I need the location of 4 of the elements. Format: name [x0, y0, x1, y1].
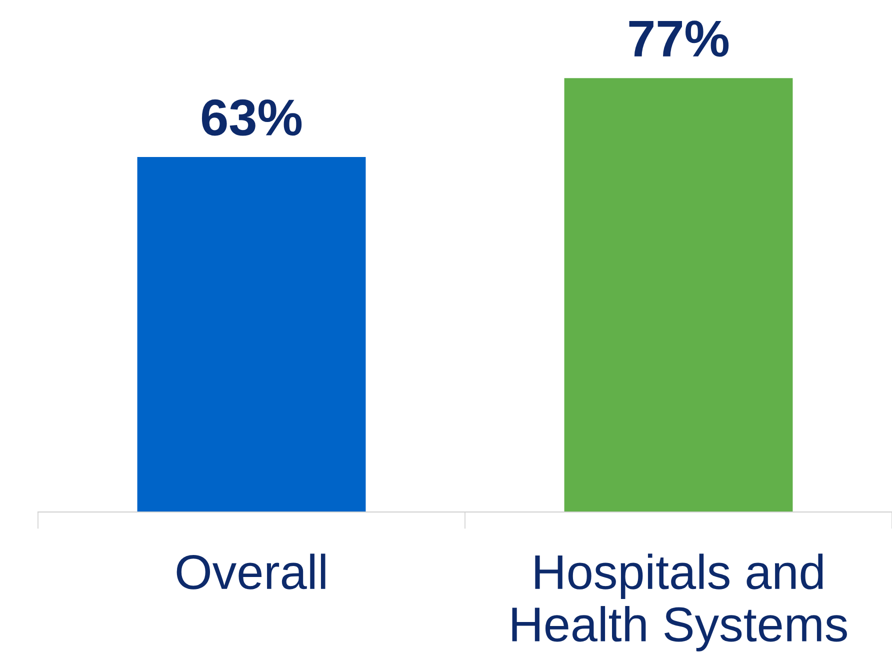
data-label: 77%	[629, 20, 729, 57]
x-tick-label: Overall	[176, 554, 326, 590]
data-label: 63%	[202, 99, 302, 136]
x-tick-label: Hospitals and Health Systems	[512, 554, 847, 652]
